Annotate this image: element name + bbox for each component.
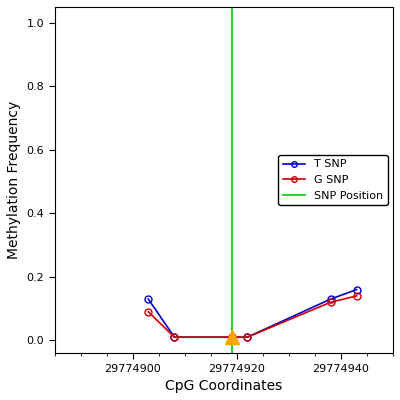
- Y-axis label: Methylation Frequency: Methylation Frequency: [7, 101, 21, 259]
- Legend: T SNP, G SNP, SNP Position: T SNP, G SNP, SNP Position: [278, 155, 388, 205]
- X-axis label: CpG Coordinates: CpG Coordinates: [165, 379, 282, 393]
